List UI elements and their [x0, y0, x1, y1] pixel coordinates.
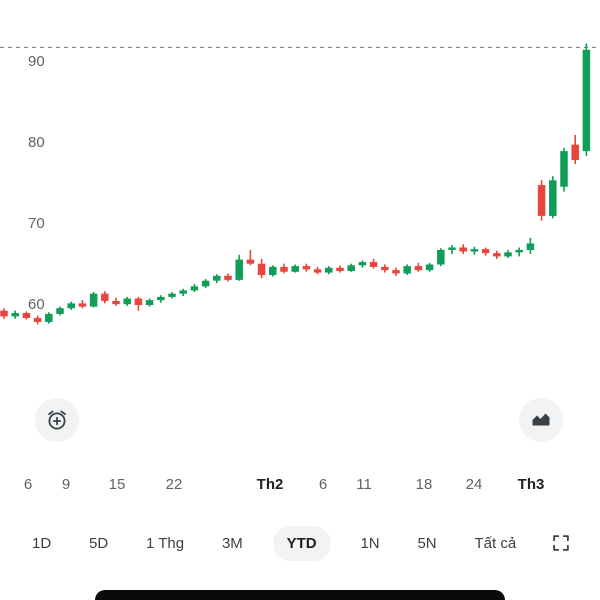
candle [414, 262, 423, 272]
candle [325, 266, 333, 275]
x-axis-label-month: Th2 [256, 476, 284, 493]
x-axis-label: 6 [23, 476, 33, 493]
candle [571, 134, 579, 165]
y-axis-label: 70 [28, 215, 45, 232]
candle [381, 264, 389, 273]
candle [56, 306, 64, 316]
candle [235, 254, 243, 281]
candle [22, 311, 31, 320]
candle [481, 247, 490, 256]
range-tab-1d[interactable]: 1D [24, 526, 59, 561]
chart-type-button[interactable] [519, 398, 563, 442]
area-chart-icon [529, 408, 553, 432]
candle [448, 245, 456, 254]
range-tab-1thg[interactable]: 1 Thg [138, 526, 192, 561]
candle [437, 248, 445, 267]
y-axis-label: 60 [28, 296, 45, 313]
candle [560, 147, 568, 192]
range-tab-all[interactable]: Tất cả [466, 526, 524, 561]
candle [269, 265, 277, 277]
x-axis-label: 9 [61, 476, 71, 493]
candle [582, 43, 591, 156]
x-axis-label: 11 [356, 476, 372, 493]
candle [123, 296, 131, 306]
x-axis-label: 24 [465, 476, 483, 493]
candle [179, 288, 187, 297]
alarm-plus-icon [45, 408, 69, 432]
candle [425, 262, 434, 272]
candle [537, 180, 546, 221]
candle [78, 300, 87, 309]
candle [224, 273, 232, 282]
candle [0, 308, 8, 319]
candle [493, 250, 501, 259]
x-axis-label: 22 [165, 476, 183, 493]
range-tab-5d[interactable]: 5D [81, 526, 116, 561]
time-range-selector: 1D 5D 1 Thg 3M YTD 1N 5N Tất cả [0, 522, 600, 564]
range-tab-ytd[interactable]: YTD [272, 525, 331, 561]
candle [369, 258, 378, 269]
candle [403, 264, 411, 276]
range-tab-3m[interactable]: 3M [214, 526, 251, 561]
y-axis-label: 80 [28, 134, 45, 151]
x-axis-label: 6 [318, 476, 328, 493]
candlestick-chart[interactable]: 90 80 70 60 [0, 0, 600, 380]
candle [157, 295, 165, 303]
home-indicator[interactable] [95, 590, 505, 600]
candlestick-chart-canvas[interactable] [0, 0, 600, 380]
candle [336, 265, 344, 273]
x-axis-label: 15 [108, 476, 126, 493]
fullscreen-button[interactable] [546, 528, 576, 558]
candle [515, 247, 523, 257]
candle [112, 297, 120, 306]
candle [504, 249, 512, 259]
candle [145, 298, 154, 307]
candle [459, 244, 467, 254]
fullscreen-icon [550, 532, 572, 554]
candle [280, 263, 288, 274]
candle [302, 263, 311, 272]
candle [11, 310, 19, 319]
candle [470, 246, 479, 255]
candle [190, 283, 199, 293]
candle [246, 249, 255, 266]
candle [313, 266, 322, 275]
candle [526, 237, 535, 254]
candle [213, 274, 221, 284]
candle [549, 176, 557, 219]
candle [168, 292, 176, 299]
candle [257, 258, 266, 279]
range-tab-1n[interactable]: 1N [352, 526, 387, 561]
candle [291, 264, 299, 273]
add-price-alert-button[interactable] [35, 398, 79, 442]
candle [347, 263, 355, 272]
x-axis-label: 18 [415, 476, 433, 493]
candle [45, 312, 53, 324]
candle [67, 301, 75, 310]
candle [101, 291, 109, 304]
candle [134, 296, 143, 311]
candle [201, 279, 210, 288]
range-tab-5n[interactable]: 5N [409, 526, 444, 561]
x-axis-label-month: Th3 [517, 476, 545, 493]
y-axis-label: 90 [28, 53, 45, 70]
candle [392, 267, 400, 276]
candle [89, 292, 98, 308]
candle [33, 315, 42, 325]
x-axis: 6 9 15 22 Th2 6 11 18 24 Th3 [0, 476, 600, 496]
candle [358, 260, 367, 268]
